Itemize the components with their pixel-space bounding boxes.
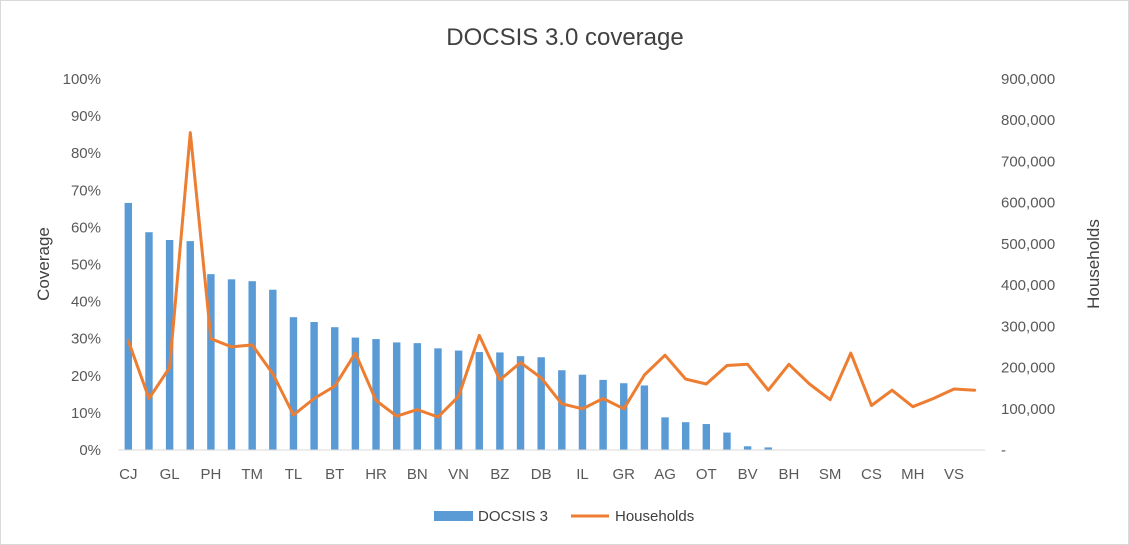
x-tick-label: TM (241, 466, 263, 483)
bar (454, 350, 463, 450)
x-tick-label: BT (325, 466, 344, 483)
x-tick-label: MH (901, 466, 924, 483)
bar (723, 432, 731, 450)
bar (620, 383, 628, 450)
x-tick-label: GR (613, 466, 636, 483)
bar (413, 343, 422, 450)
y-axis-title: Coverage (34, 227, 53, 301)
bar (702, 424, 711, 450)
x-tick-label: VN (448, 466, 469, 483)
bar (331, 327, 339, 450)
bar (661, 417, 669, 450)
x-tick-label: OT (696, 466, 717, 483)
y-tick-label: 30% (71, 331, 101, 348)
bar (186, 241, 194, 450)
y-tick-label: 50% (71, 257, 101, 274)
y2-tick-label: 600,000 (1001, 195, 1055, 212)
legend: DOCSIS 3 Households (434, 508, 694, 525)
bar (475, 352, 483, 450)
x-tick-label: BV (738, 466, 758, 483)
bar (269, 289, 277, 450)
bar (372, 339, 380, 450)
y-tick-label: 60% (71, 219, 101, 236)
y-tick-label: 90% (71, 108, 101, 125)
y2-tick-label: 900,000 (1001, 71, 1055, 88)
bar (743, 446, 752, 450)
bar (248, 281, 256, 450)
households-line (126, 131, 977, 419)
bar (640, 385, 649, 450)
bar (516, 356, 525, 450)
y2-axis-title: Households (1084, 219, 1103, 309)
bar (145, 232, 153, 450)
y-tick-label: 20% (71, 368, 101, 385)
bar-series (124, 202, 772, 450)
bar (434, 348, 442, 450)
x-tick-label: TL (285, 466, 303, 483)
bar (599, 379, 607, 450)
bar (310, 322, 318, 450)
x-tick-label: SM (819, 466, 842, 483)
x-tick-label: BH (778, 466, 799, 483)
y2-tick-label: 800,000 (1001, 112, 1055, 129)
bar (351, 337, 360, 450)
x-tick-label: CS (861, 466, 882, 483)
y-axis-ticks: 0% 10% 20% 30% 40% 50% 60% 70% 80% 90% 100% (63, 71, 101, 459)
bar (392, 342, 401, 450)
line-series (126, 131, 977, 419)
bar (681, 422, 690, 450)
y-tick-label: 40% (71, 294, 101, 311)
bar (558, 370, 566, 450)
legend-label-line: Households (615, 508, 694, 525)
y2-tick-label: 300,000 (1001, 318, 1055, 335)
x-tick-label: GL (160, 466, 180, 483)
x-tick-label: PH (200, 466, 221, 483)
x-tick-label: AG (654, 466, 676, 483)
bar (537, 357, 545, 450)
bar (289, 317, 298, 450)
y-tick-label: 100% (63, 71, 101, 88)
chart-title: DOCSIS 3.0 coverage (446, 24, 683, 51)
x-tick-label: BZ (490, 466, 509, 483)
x-tick-label: DB (531, 466, 552, 483)
y2-tick-label: 200,000 (1001, 360, 1055, 377)
x-tick-label: VS (944, 466, 964, 483)
y2-tick-label: 400,000 (1001, 277, 1055, 294)
bar (227, 279, 236, 450)
y-tick-label: 80% (71, 145, 101, 162)
y-tick-label: 10% (71, 405, 101, 422)
x-axis-ticks: CJ GL PH TM TL BT HR BN VN BZ DB IL GR AG OT BV BH SM CS MH… (119, 466, 964, 483)
x-tick-label: CJ (119, 466, 137, 483)
y-tick-label: 70% (71, 182, 101, 199)
y2-tick-label: - (1001, 442, 1006, 459)
y-tick-label: 0% (79, 442, 101, 459)
legend-label-bars: DOCSIS 3 (478, 508, 548, 525)
bar (207, 274, 215, 450)
bar (165, 240, 174, 450)
y2-tick-label: 700,000 (1001, 153, 1055, 170)
x-tick-label: BN (407, 466, 428, 483)
y2-tick-label: 100,000 (1001, 401, 1055, 418)
y2-tick-label: 500,000 (1001, 236, 1055, 253)
bar (496, 352, 504, 450)
x-tick-label: IL (576, 466, 589, 483)
bar (764, 447, 772, 450)
legend-swatch-bars (434, 511, 473, 521)
y2-axis-ticks: - 100,000 200,000 300,000 400,000 500,000 600,… (1001, 71, 1055, 459)
x-tick-label: HR (365, 466, 387, 483)
bar (578, 374, 587, 450)
bar (124, 202, 133, 450)
